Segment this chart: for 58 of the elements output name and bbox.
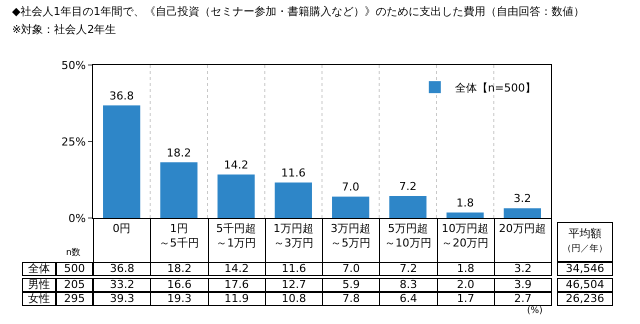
text: 平均額（円／年） bbox=[557, 222, 613, 262]
x-tick-label: 20万円超 bbox=[498, 222, 546, 236]
text: n数 bbox=[66, 246, 81, 259]
data-label: 36.8 bbox=[109, 89, 134, 102]
text: 12.7 bbox=[264, 278, 323, 292]
text: 11.9 bbox=[208, 292, 266, 306]
text: 14.2 bbox=[208, 262, 266, 276]
text: 10.8 bbox=[264, 292, 323, 306]
y-tick-label: 0% bbox=[68, 212, 86, 225]
text: 33.2 bbox=[93, 278, 152, 292]
legend-label: 全体【n=500】 bbox=[454, 81, 536, 94]
text: 17.6 bbox=[208, 278, 266, 292]
text: 女性 bbox=[22, 292, 56, 306]
text: 11.6 bbox=[264, 262, 323, 276]
text: 205 bbox=[56, 278, 93, 292]
text: 2.0 bbox=[436, 278, 495, 292]
text: 1.8 bbox=[436, 262, 495, 276]
text: 295 bbox=[56, 292, 93, 306]
data-label: 7.2 bbox=[399, 180, 417, 193]
text: 34,546 bbox=[557, 262, 613, 276]
x-tick-label: 0円 bbox=[112, 222, 131, 236]
x-tick-label: 5千円超～1万円 bbox=[216, 222, 256, 250]
text: 39.3 bbox=[93, 292, 152, 306]
x-tick-label: 1万円超～3万円 bbox=[273, 222, 314, 250]
text: (%) bbox=[527, 306, 543, 316]
data-label: 3.2 bbox=[514, 192, 532, 206]
chart-subtitle: ※対象：社会人2年生 bbox=[12, 23, 116, 36]
x-tick-label: 1円～5千円 bbox=[158, 222, 199, 250]
text: 6.4 bbox=[379, 292, 438, 306]
y-tick-label: 50% bbox=[61, 58, 86, 72]
data-label: 14.2 bbox=[224, 158, 248, 172]
text: 5.9 bbox=[322, 278, 380, 292]
x-tick-label: 10万円超～20万円 bbox=[442, 222, 489, 250]
x-tick-label: 3万円超～5万円 bbox=[330, 222, 371, 250]
text: 男性 bbox=[22, 278, 56, 292]
text: 2.7 bbox=[494, 292, 552, 306]
text: 16.6 bbox=[150, 278, 208, 292]
x-tick-label: 5万円超～10万円 bbox=[384, 222, 432, 250]
text: 3.2 bbox=[494, 262, 552, 276]
data-label: 11.6 bbox=[281, 166, 306, 180]
y-tick-label: 25% bbox=[61, 135, 86, 148]
text: 19.3 bbox=[150, 292, 208, 306]
text: 500 bbox=[56, 262, 93, 276]
text: 36.8 bbox=[93, 262, 152, 276]
text: 3.9 bbox=[494, 278, 552, 292]
text: 8.3 bbox=[379, 278, 438, 292]
text: 7.0 bbox=[322, 262, 380, 276]
text: 7.8 bbox=[322, 292, 380, 306]
data-label: 7.0 bbox=[342, 180, 360, 194]
text: 全体 bbox=[22, 262, 56, 276]
chart-title: ◆社会人1年目の1年間で、《自己投資（セミナー参加・書籍購入など）》のために支出した費用（自由回答：数値） bbox=[12, 5, 584, 18]
text: 1.7 bbox=[436, 292, 495, 306]
data-label: 18.2 bbox=[166, 146, 192, 160]
text: 46,504 bbox=[557, 278, 613, 292]
text: 26,236 bbox=[557, 292, 613, 306]
text: 18.2 bbox=[150, 262, 208, 276]
text: 7.2 bbox=[379, 262, 438, 276]
data-label: 1.8 bbox=[456, 196, 474, 210]
